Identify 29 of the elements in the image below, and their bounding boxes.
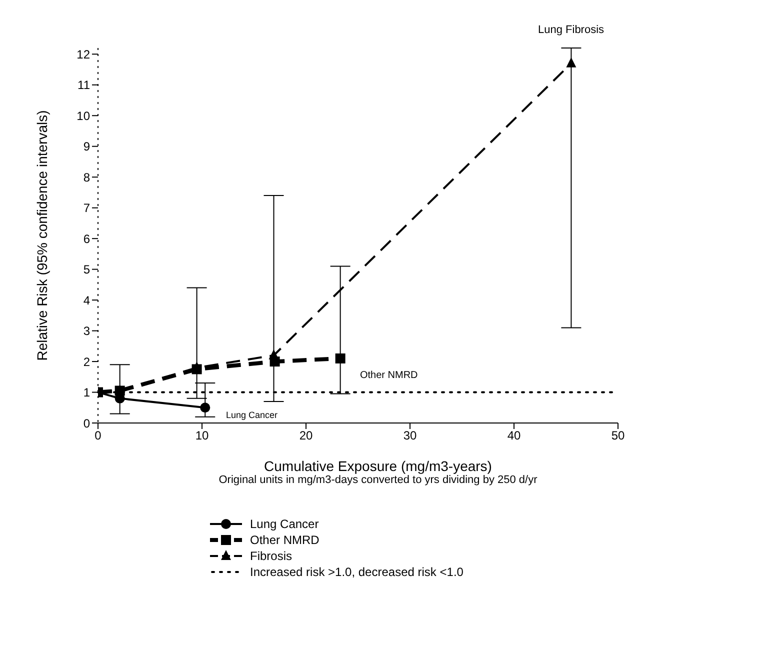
x-tick-label: 30 [403,428,417,443]
x-tick-label: 0 [94,428,102,443]
y-tick-label: 4 [83,293,90,308]
legend-label: Fibrosis [250,549,292,563]
y-tick-label: 3 [83,324,90,338]
x-tick-label: 50 [611,428,625,443]
y-tick-label: 2 [83,354,90,369]
legend-label: Other NMRD [250,533,320,547]
legend-label: Lung Cancer [250,517,319,531]
y-tick-label: 7 [83,201,90,216]
y-tick-label: 6 [83,232,90,246]
text: Original units in mg/m3-days converted to yrs dividing by 250 d/yr [218,474,538,486]
y-tick-label: 12 [76,47,90,62]
y-tick-label: 0 [83,416,90,430]
x-tick-label: 10 [195,428,209,443]
y-tick-label: 11 [78,78,90,92]
x-axis-title: Cumulative Exposure (mg/m3-years) [263,458,493,474]
y-tick-label: 8 [83,170,90,184]
text: Lung Fibrosis [538,24,604,36]
y-axis-title: Relative Risk (95% confidence intervals) [34,110,50,361]
annotation: Other NMRD [360,370,418,381]
y-tick-label: 9 [83,140,90,154]
y-tick-label: 10 [76,108,90,123]
x-tick-label: 40 [507,428,521,443]
y-tick-label: 1 [83,386,90,400]
y-tick-label: 5 [83,262,90,277]
annotation: Lung Cancer [226,410,278,420]
legend-label: Increased risk >1.0, decreased risk <1.0 [250,565,464,579]
x-tick-label: 20 [299,428,313,443]
